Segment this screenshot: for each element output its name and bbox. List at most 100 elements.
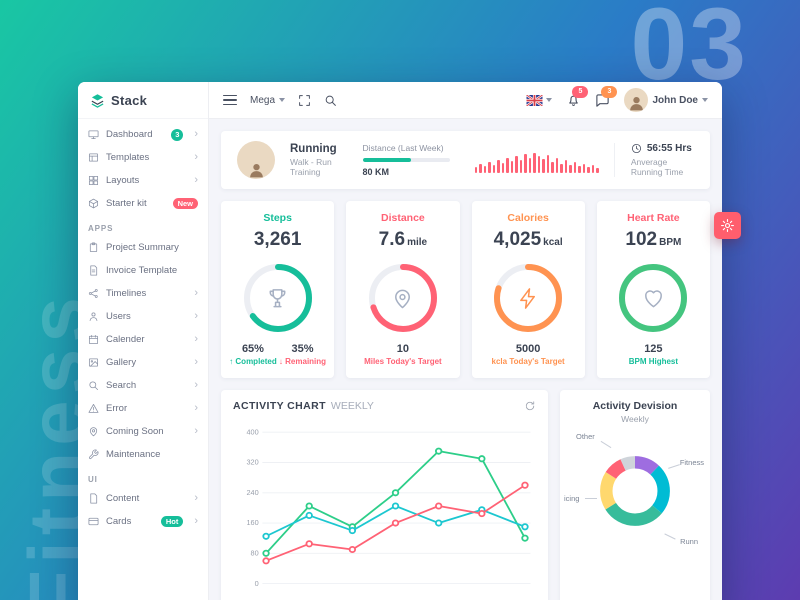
box-icon — [88, 198, 99, 209]
sidebar-item-layouts[interactable]: Layouts › — [78, 169, 208, 192]
chart-title: ACTIVITY CHART — [233, 400, 326, 412]
uk-flag-icon — [526, 94, 544, 106]
user-menu[interactable]: John Doe — [624, 88, 708, 112]
sidebar-item-calender[interactable]: Calender › — [78, 328, 208, 351]
arrow-down-icon: ↓ — [278, 357, 283, 366]
sidebar-item-starter-kit[interactable]: Starter kit New — [78, 192, 208, 215]
arrow-up-icon: ↑ — [229, 357, 234, 366]
count-badge: 3 — [171, 128, 184, 141]
stats-row: Steps 3,261 65% ↑ Completed — [221, 201, 710, 378]
sidebar-section-ui: UI — [88, 475, 98, 484]
sidebar-menu: Dashboard 3 › Templates › Layouts › Star… — [78, 119, 208, 537]
distance-progress-block: Distance (Last Week) 80 KM — [362, 143, 450, 177]
sidebar-item-dashboard[interactable]: Dashboard 3 › — [78, 123, 208, 146]
sidebar-item-invoice-template[interactable]: Invoice Template — [78, 259, 208, 282]
card-title: Steps — [263, 212, 292, 224]
heart-rate-donut — [617, 262, 689, 334]
sidebar-item-cards[interactable]: Cards Hot › — [78, 510, 208, 533]
progress-track — [362, 158, 450, 162]
share-icon — [88, 289, 98, 298]
lightning-icon — [492, 262, 564, 334]
navbar-right: 5 3 John Doe — [526, 85, 708, 112]
heart-rate-value: 102 BPM — [625, 229, 682, 250]
pie-label: Other — [576, 432, 595, 441]
pie-connector-line — [585, 498, 597, 499]
pie-label: icing — [564, 494, 580, 503]
monitor-icon — [88, 130, 99, 140]
sidebar-item-coming-soon[interactable]: Coming Soon › — [78, 420, 208, 443]
chevron-right-icon: › — [194, 356, 198, 368]
settings-button[interactable] — [714, 212, 741, 239]
sidebar-item-content[interactable]: Content › — [78, 487, 208, 510]
average-time-block: 56:55 Hrs Anverage Running Time — [613, 143, 694, 177]
messages-button[interactable]: 3 — [595, 85, 618, 108]
activity-name: Running Walk - Run Training — [290, 143, 337, 177]
calories-footer: 5000 kcla Today's Target — [491, 343, 565, 366]
steps-donut — [242, 262, 314, 334]
trophy-icon — [242, 262, 314, 334]
chevron-right-icon: › — [194, 287, 198, 299]
distance-donut — [367, 262, 439, 334]
svg-text:240: 240 — [246, 488, 258, 497]
pie-label: Fitness — [679, 458, 704, 467]
stack-logo-icon — [91, 93, 104, 108]
chevron-down-icon — [546, 98, 553, 102]
activity-division-card: Activity Devision Weekly Other Fitness R… — [560, 390, 710, 600]
map-pin-icon — [367, 262, 439, 334]
activity-chart-card: ACTIVITY CHART WEEKLY 400 320 240 160 80 0 — [221, 390, 548, 600]
refresh-icon[interactable] — [524, 400, 536, 412]
calories-donut — [492, 262, 564, 334]
heart-rate-card: Heart Rate 102 BPM 125 BPM Highest — [596, 201, 710, 378]
running-summary-card: Running Walk - Run Training Distance (La… — [221, 131, 710, 189]
chevron-right-icon: › — [194, 402, 198, 414]
calendar-icon — [88, 334, 99, 345]
map-pin-icon — [89, 427, 98, 437]
menu-toggle-icon[interactable] — [223, 94, 237, 106]
brand-logo[interactable]: Stack — [78, 82, 208, 119]
notification-badge: 5 — [572, 85, 589, 98]
sidebar-item-maintenance[interactable]: Maintenance — [78, 443, 208, 466]
activity-line-chart: 400 320 240 160 80 0 — [246, 428, 531, 588]
activity-division-donut — [600, 456, 670, 526]
sidebar-item-gallery[interactable]: Gallery › — [78, 351, 208, 374]
card-title: Heart Rate — [627, 212, 680, 224]
message-badge: 3 — [601, 85, 618, 98]
chevron-right-icon: › — [194, 310, 198, 322]
distance-progress-fill — [362, 158, 411, 162]
distance-value: 7.6 mile — [378, 229, 428, 250]
notifications-button[interactable]: 5 — [566, 85, 589, 108]
layout-icon — [88, 153, 99, 162]
sidebar-item-users[interactable]: Users › — [78, 305, 208, 328]
mega-menu[interactable]: Mega — [250, 95, 286, 106]
sidebar: Stack Dashboard 3 › Templates › Layouts — [78, 82, 209, 600]
chevron-right-icon: › — [194, 333, 198, 345]
sidebar-section-apps: APPS — [88, 224, 114, 233]
chevron-right-icon: › — [194, 492, 198, 504]
grid-icon — [88, 175, 99, 186]
steps-footer: 65% ↑ Completed 35% ↓ Remaining — [229, 343, 327, 366]
heart-rate-footer: 125 BPM Highest — [628, 343, 679, 366]
search-icon[interactable] — [324, 94, 337, 107]
chart-subtitle: WEEKLY — [330, 400, 374, 412]
search-icon — [89, 381, 99, 391]
svg-text:400: 400 — [246, 428, 258, 437]
sidebar-item-error[interactable]: Error › — [78, 397, 208, 420]
language-selector[interactable] — [526, 94, 553, 106]
maximize-icon[interactable] — [298, 94, 311, 107]
app-window: Stack Dashboard 3 › Templates › Layouts — [78, 82, 722, 600]
sidebar-item-search[interactable]: Search › — [78, 374, 208, 397]
chevron-right-icon: › — [194, 515, 198, 527]
wrench-icon — [88, 449, 99, 460]
sidebar-item-timelines[interactable]: Timelines › — [78, 282, 208, 305]
activity-division-chart: Other Fitness Runn icing — [564, 432, 704, 548]
bottom-row: ACTIVITY CHART WEEKLY 400 320 240 160 80 0 Ac… — [221, 390, 710, 600]
sidebar-item-templates[interactable]: Templates › — [78, 146, 208, 169]
calories-card: Calories 4,025 kcal 5000 kcla Today's Tar… — [471, 201, 585, 378]
pie-title: Activity Devision — [592, 400, 678, 412]
runner-avatar — [237, 141, 275, 179]
new-badge: New — [172, 197, 198, 210]
sidebar-item-project-summary[interactable]: Project Summary — [78, 236, 208, 259]
steps-card: Steps 3,261 65% ↑ Completed — [221, 201, 335, 378]
alert-triangle-icon — [88, 403, 99, 413]
